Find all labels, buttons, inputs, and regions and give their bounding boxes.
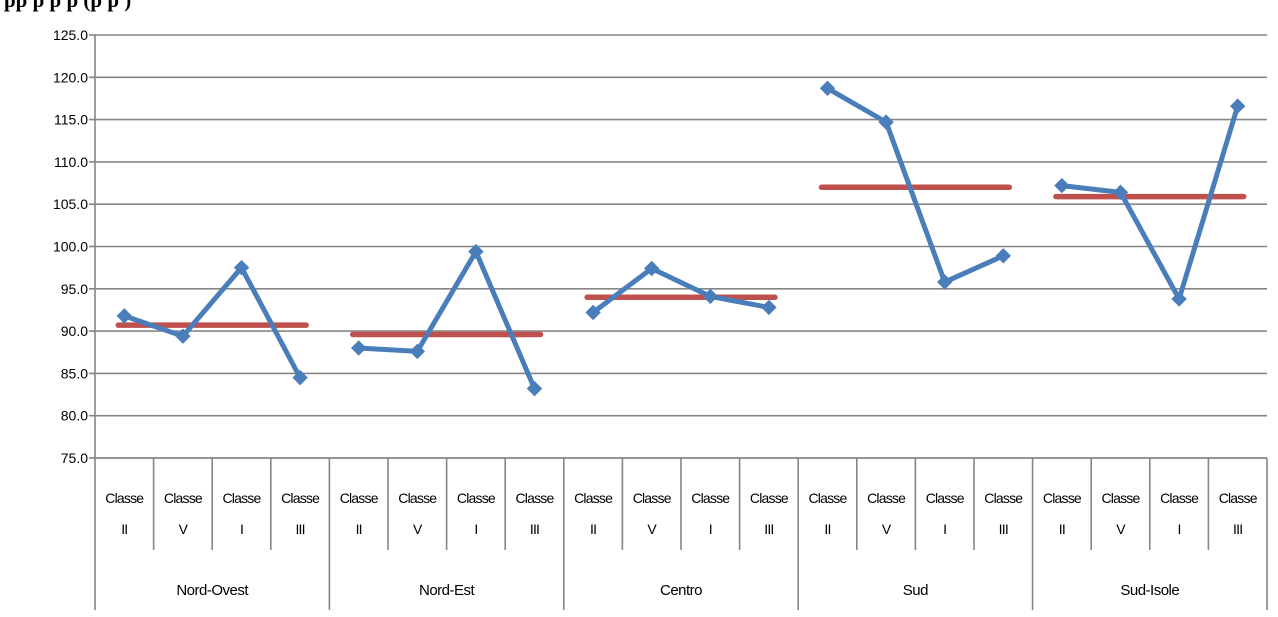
category-label-line1: Classe xyxy=(1160,490,1199,506)
mean-lines xyxy=(115,184,1247,338)
category-label-line2: III xyxy=(1233,521,1242,537)
category-label-line2: II xyxy=(590,521,596,537)
y-tick-label: 85.0 xyxy=(61,365,88,381)
category-label-line2: II xyxy=(1059,521,1065,537)
category-label-line2: II xyxy=(121,521,127,537)
data-point-marker xyxy=(585,304,601,321)
y-tick-label: 100.0 xyxy=(53,239,88,255)
category-label-line2: II xyxy=(356,521,362,537)
category-label-line2: I xyxy=(709,521,712,537)
group-label: Centro xyxy=(660,582,702,599)
y-tick-label: 80.0 xyxy=(61,408,88,424)
data-point-marker xyxy=(702,288,719,305)
category-label-line1: Classe xyxy=(340,490,379,506)
category-label-line1: Classe xyxy=(750,490,789,506)
data-point-marker xyxy=(643,260,660,277)
group-label: Nord-Ovest xyxy=(176,582,249,599)
y-tick-label: 95.0 xyxy=(61,281,88,297)
data-point-marker xyxy=(350,340,367,356)
category-label-line1: Classe xyxy=(223,490,262,506)
data-point-marker xyxy=(995,248,1012,264)
category-label-line1: Classe xyxy=(867,490,906,506)
series-line xyxy=(590,265,772,315)
category-label-line2: III xyxy=(999,521,1008,537)
category-label-line1: Classe xyxy=(984,490,1023,506)
data-point-marker xyxy=(1112,184,1129,201)
data-point-marker xyxy=(526,380,543,397)
y-tick-label: 115.0 xyxy=(54,112,88,128)
category-label-line1: Classe xyxy=(281,490,320,506)
y-tick-label: 90.0 xyxy=(61,323,88,339)
category-label-line1: Classe xyxy=(1102,490,1141,506)
category-label-line1: Classe xyxy=(516,490,555,506)
series-line xyxy=(1059,103,1241,302)
category-label-line2: I xyxy=(240,521,243,537)
y-tick-label: 105.0 xyxy=(53,196,88,212)
axes xyxy=(89,34,1268,610)
category-label-line2: V xyxy=(413,521,423,537)
category-label-line2: V xyxy=(647,521,657,537)
category-label-line2: III xyxy=(764,521,773,537)
category-label-line2: V xyxy=(882,521,892,537)
data-point-marker xyxy=(1229,98,1246,114)
category-label-line1: Classe xyxy=(164,490,203,506)
data-point-marker xyxy=(878,114,894,130)
group-label: Nord-Est xyxy=(419,582,476,599)
data-point-marker xyxy=(936,274,953,290)
series-line xyxy=(356,249,537,392)
data-series xyxy=(116,80,1246,397)
y-tick-label: 110.0 xyxy=(54,154,88,170)
category-label-line2: I xyxy=(474,521,477,537)
category-label-line1: Classe xyxy=(1043,490,1082,506)
group-label: Sud xyxy=(903,582,928,599)
data-point-marker xyxy=(116,308,133,324)
category-label-line1: Classe xyxy=(926,490,965,506)
category-label-line2: I xyxy=(1178,521,1181,537)
data-point-marker xyxy=(819,80,836,97)
category-label-line1: Classe xyxy=(457,490,496,506)
group-label: Sud-Isole xyxy=(1120,582,1179,599)
category-label-line1: Classe xyxy=(633,490,672,506)
category-label-line2: II xyxy=(824,521,830,537)
category-label-line1: Classe xyxy=(574,490,613,506)
data-point-marker xyxy=(1171,291,1187,307)
category-label-line1: Classe xyxy=(105,490,144,506)
data-point-marker xyxy=(292,369,308,386)
series-line xyxy=(121,265,303,381)
category-label-line1: Classe xyxy=(691,490,730,506)
y-axis-ticks: 75.0 80.0 85.0 90.0 95.0 100.0 105.0 110.0 115.0… xyxy=(53,27,88,466)
category-label-line1: Classe xyxy=(398,490,437,506)
chart-title: pp p p p (p p ) xyxy=(4,0,132,12)
category-label-line2: III xyxy=(530,521,539,537)
category-label-line2: V xyxy=(179,521,189,537)
category-label-line2: I xyxy=(943,521,946,537)
y-tick-label: 125.0 xyxy=(53,27,88,43)
data-point-marker xyxy=(761,299,777,316)
data-point-marker xyxy=(1054,177,1070,194)
data-point-marker xyxy=(468,243,484,260)
category-label-line2: III xyxy=(295,521,304,537)
category-label-line1: Classe xyxy=(809,490,848,506)
series-line xyxy=(825,85,1006,285)
data-point-marker xyxy=(233,259,250,276)
data-point-marker xyxy=(175,328,191,344)
category-label-line2: V xyxy=(1116,521,1126,537)
category-label-line1: Classe xyxy=(1219,490,1258,506)
data-point-marker xyxy=(409,343,426,360)
gridlines xyxy=(95,34,1267,459)
x-axis-categories: ClasseIIClasseVClasseIClasseIIINord-Oves… xyxy=(105,490,1258,599)
y-tick-label: 120.0 xyxy=(53,69,88,85)
y-tick-label: 75.0 xyxy=(61,450,88,466)
